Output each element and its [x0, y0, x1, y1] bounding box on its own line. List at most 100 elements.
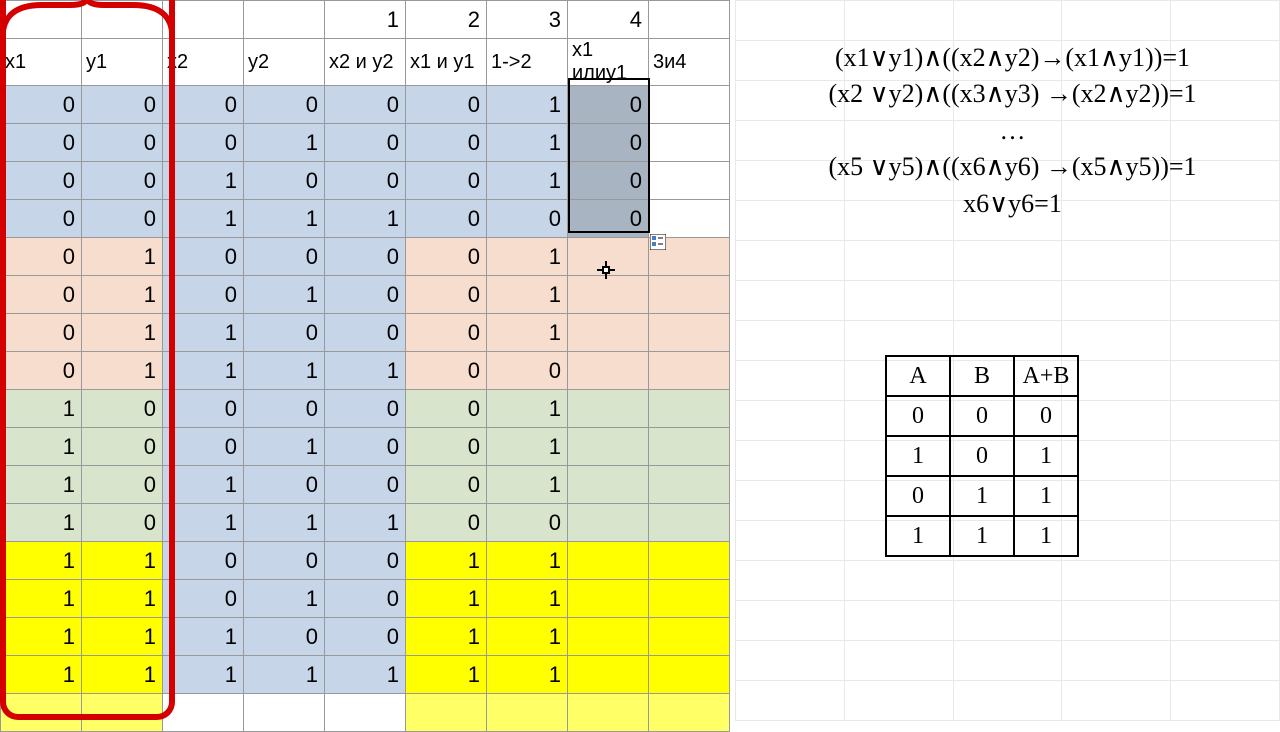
cell[interactable]	[568, 694, 649, 732]
cell[interactable]	[568, 580, 649, 618]
cell[interactable]: 0	[244, 618, 325, 656]
cell[interactable]: 0	[406, 276, 487, 314]
col-header-cell[interactable]: x2 и y2	[325, 39, 406, 86]
num-header-cell[interactable]: 2	[406, 1, 487, 39]
cell[interactable]: 1	[1, 390, 82, 428]
cell[interactable]: 1	[244, 428, 325, 466]
cell[interactable]: 0	[406, 86, 487, 124]
col-header-cell[interactable]: 1->2	[487, 39, 568, 86]
cell[interactable]	[568, 314, 649, 352]
cell[interactable]	[568, 276, 649, 314]
cell[interactable]	[649, 504, 730, 542]
cell[interactable]: 0	[82, 390, 163, 428]
spreadsheet-table[interactable]: 1234 x1y1x2y2x2 и y2x1 и y11->2x1 илиy13…	[0, 0, 730, 732]
cell[interactable]: 0	[1, 86, 82, 124]
cell[interactable]	[649, 314, 730, 352]
cell[interactable]	[1, 694, 82, 732]
cell[interactable]	[649, 466, 730, 504]
cell[interactable]: 1	[487, 276, 568, 314]
cell[interactable]: 0	[163, 390, 244, 428]
cell[interactable]	[649, 580, 730, 618]
cell[interactable]: 1	[163, 504, 244, 542]
cell[interactable]	[82, 694, 163, 732]
cell[interactable]: 0	[406, 124, 487, 162]
cell[interactable]: 0	[82, 162, 163, 200]
cell[interactable]: 0	[487, 504, 568, 542]
cell[interactable]: 1	[406, 580, 487, 618]
cell[interactable]: 1	[487, 542, 568, 580]
cell[interactable]: 1	[1, 542, 82, 580]
cell[interactable]: 0	[406, 238, 487, 276]
cell[interactable]	[568, 466, 649, 504]
cell[interactable]: 1	[82, 580, 163, 618]
cell[interactable]: 1	[244, 656, 325, 694]
cell[interactable]: 0	[325, 238, 406, 276]
cell[interactable]	[649, 542, 730, 580]
cell[interactable]: 0	[406, 200, 487, 238]
num-header-cell[interactable]	[244, 1, 325, 39]
num-header-cell[interactable]	[163, 1, 244, 39]
cell[interactable]: 0	[244, 238, 325, 276]
num-header-cell[interactable]: 1	[325, 1, 406, 39]
cell[interactable]: 1	[325, 352, 406, 390]
cell[interactable]: 1	[163, 352, 244, 390]
cell[interactable]	[568, 656, 649, 694]
cell[interactable]: 1	[487, 162, 568, 200]
col-header-cell[interactable]: x1 и y1	[406, 39, 487, 86]
cell[interactable]	[325, 694, 406, 732]
cell[interactable]	[649, 86, 730, 124]
cell[interactable]: 0	[325, 390, 406, 428]
cell[interactable]: 0	[406, 314, 487, 352]
col-header-cell[interactable]: x1	[1, 39, 82, 86]
cell[interactable]: 0	[1, 352, 82, 390]
cell[interactable]: 1	[82, 276, 163, 314]
cell[interactable]: 0	[163, 428, 244, 466]
cell[interactable]: 1	[487, 428, 568, 466]
cell[interactable]: 1	[487, 390, 568, 428]
cell[interactable]	[568, 390, 649, 428]
cell[interactable]: 0	[163, 276, 244, 314]
cell[interactable]: 0	[82, 428, 163, 466]
col-header-cell[interactable]: y1	[82, 39, 163, 86]
cell[interactable]	[568, 618, 649, 656]
cell[interactable]: 1	[163, 656, 244, 694]
cell[interactable]: 0	[406, 162, 487, 200]
cell[interactable]: 1	[82, 238, 163, 276]
cell[interactable]: 0	[163, 238, 244, 276]
cell[interactable]: 0	[244, 314, 325, 352]
cell[interactable]: 0	[325, 162, 406, 200]
cell[interactable]: 0	[244, 86, 325, 124]
cell[interactable]: 0	[244, 390, 325, 428]
cell[interactable]: 0	[487, 200, 568, 238]
cell[interactable]: 0	[406, 504, 487, 542]
cell[interactable]	[163, 694, 244, 732]
cell[interactable]	[568, 504, 649, 542]
cell[interactable]: 1	[163, 200, 244, 238]
cell[interactable]: 0	[568, 200, 649, 238]
cell[interactable]: 1	[244, 124, 325, 162]
cell[interactable]: 0	[406, 428, 487, 466]
cell[interactable]: 1	[244, 200, 325, 238]
cell[interactable]: 0	[325, 124, 406, 162]
cell[interactable]	[649, 352, 730, 390]
cell[interactable]: 1	[163, 314, 244, 352]
num-header-cell[interactable]	[1, 1, 82, 39]
cell[interactable]: 1	[163, 466, 244, 504]
cell[interactable]: 0	[406, 352, 487, 390]
cell[interactable]	[649, 124, 730, 162]
cell[interactable]: 0	[406, 390, 487, 428]
cell[interactable]: 0	[325, 428, 406, 466]
cell[interactable]: 1	[1, 504, 82, 542]
cell[interactable]: 0	[163, 124, 244, 162]
cell[interactable]: 0	[568, 124, 649, 162]
num-header-cell[interactable]: 3	[487, 1, 568, 39]
num-header-cell[interactable]: 4	[568, 1, 649, 39]
cell[interactable]	[649, 656, 730, 694]
cell[interactable]: 0	[406, 466, 487, 504]
cell[interactable]: 0	[325, 542, 406, 580]
cell[interactable]: 1	[163, 618, 244, 656]
cell[interactable]: 0	[1, 238, 82, 276]
cell[interactable]	[568, 428, 649, 466]
cell[interactable]	[487, 694, 568, 732]
cell[interactable]: 0	[568, 86, 649, 124]
